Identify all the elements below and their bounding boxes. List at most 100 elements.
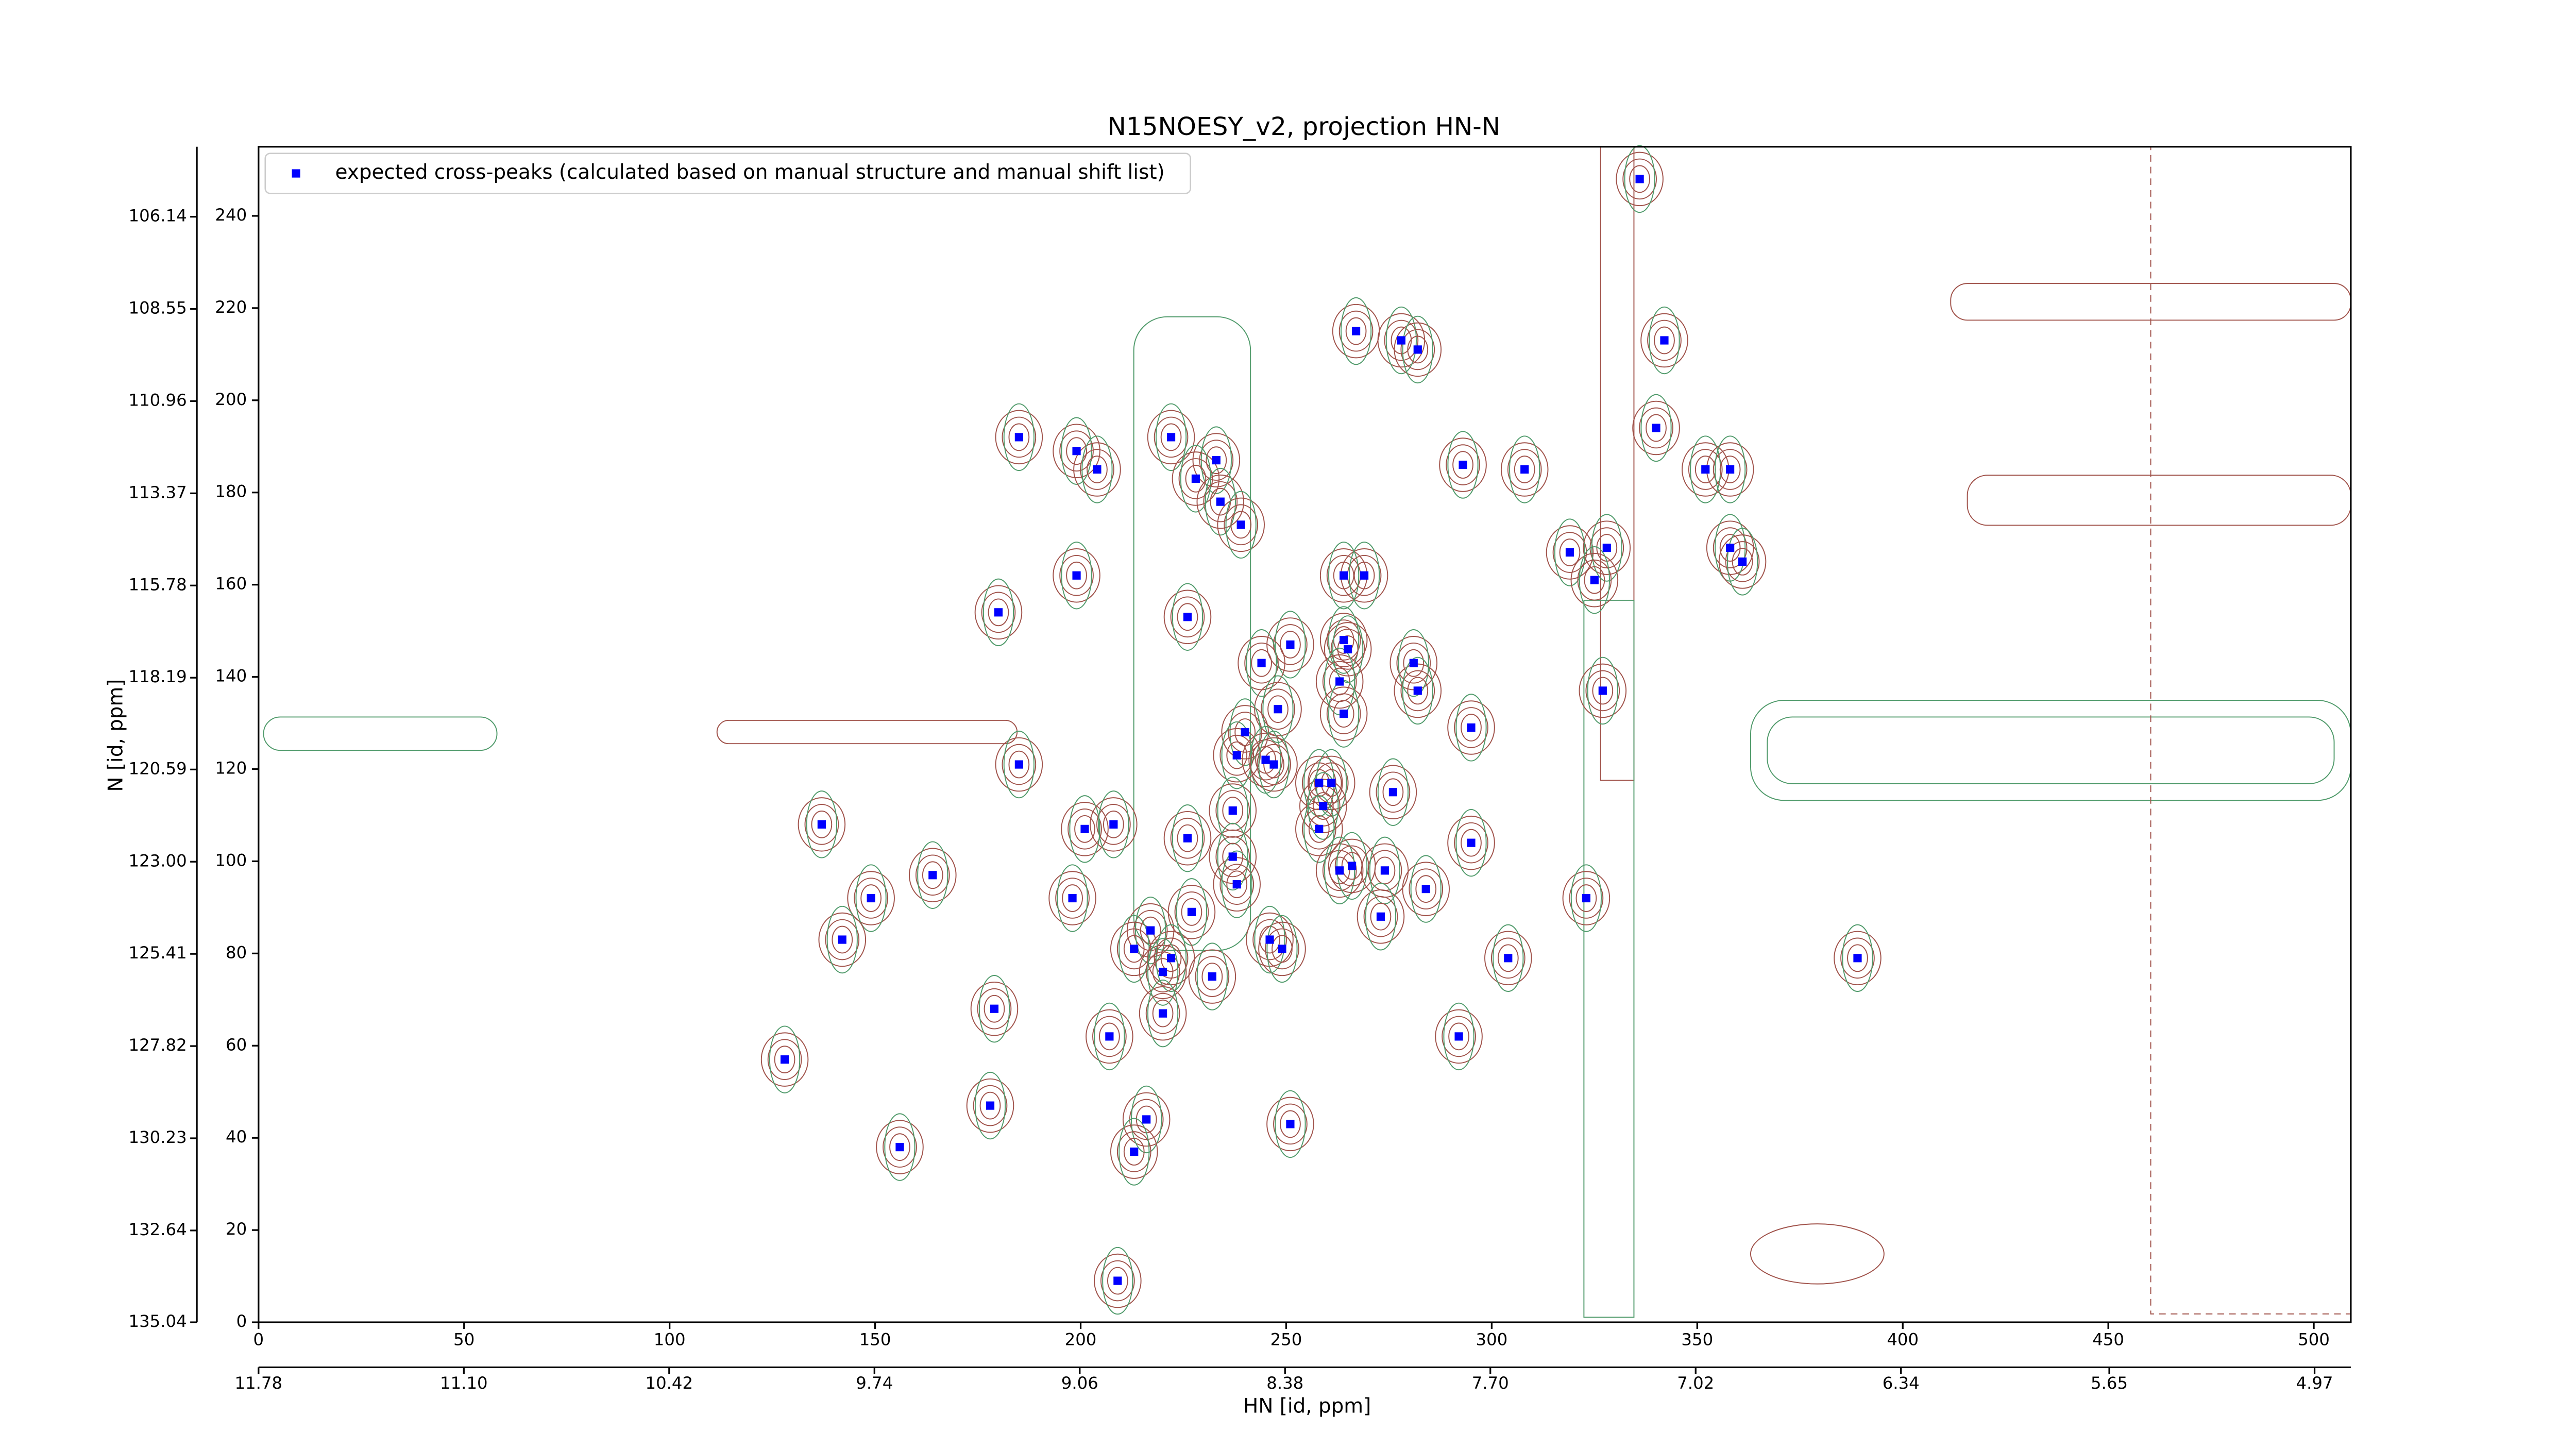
contour [263, 716, 498, 751]
contour [922, 861, 943, 889]
contour [1185, 465, 1207, 493]
y2-tick-label: 120.59 [129, 759, 187, 778]
x2-tick-label: 7.02 [1677, 1373, 1714, 1393]
contour [1177, 824, 1198, 852]
contour [1133, 316, 1251, 951]
y2-tick-label: 123.00 [129, 851, 187, 870]
contour [1062, 884, 1083, 912]
contour [884, 1113, 916, 1181]
cross-peak [817, 820, 826, 829]
contour [1640, 394, 1672, 462]
contour [1226, 870, 1248, 899]
contour [1640, 313, 1688, 368]
contour [760, 1032, 809, 1087]
contour [1213, 728, 1261, 783]
cross-peak [1072, 447, 1081, 456]
cross-peak [1228, 852, 1237, 861]
contour [1713, 449, 1748, 490]
cross-peak [1348, 862, 1357, 870]
contour [1439, 437, 1487, 492]
contour [1448, 1022, 1469, 1051]
legend-label: expected cross-peaks (calculated based o… [335, 161, 1165, 184]
x2-tick-label: 11.10 [440, 1373, 488, 1393]
contour [1493, 924, 1524, 992]
cross-peak [1319, 801, 1328, 811]
cross-peak [1738, 557, 1747, 566]
contour [1147, 938, 1179, 1006]
cross-peak [1146, 926, 1155, 935]
cross-peak [1159, 968, 1167, 976]
contour [995, 410, 1043, 465]
contour [854, 878, 888, 919]
contour [1181, 898, 1202, 926]
contour [1228, 712, 1263, 753]
cross-peak [1598, 686, 1607, 695]
contour [1275, 611, 1306, 679]
contour [1410, 855, 1442, 923]
contour [1579, 663, 1627, 718]
contour [1003, 403, 1035, 471]
contour [1842, 924, 1873, 992]
contour [1154, 416, 1189, 458]
contour [1583, 520, 1631, 575]
contour [1554, 518, 1586, 586]
contour [1357, 889, 1405, 944]
x2-tick-label: 5.65 [2091, 1373, 2128, 1393]
contour [1172, 451, 1220, 506]
y-tick-label: 60 [226, 1035, 247, 1054]
y-tick-label: 180 [215, 482, 247, 501]
contour [1096, 804, 1131, 845]
contour [1219, 864, 1255, 905]
contour [1275, 1090, 1306, 1158]
contour [1061, 542, 1092, 610]
contour [1336, 832, 1368, 900]
cross-peak [1228, 806, 1237, 815]
contour [1160, 423, 1182, 451]
y2-tick-label: 135.04 [129, 1311, 187, 1331]
contour [1647, 319, 1682, 361]
contour [1407, 335, 1429, 364]
contour [1221, 850, 1252, 918]
cross-peak [1413, 686, 1422, 695]
contour [1639, 407, 1673, 449]
contour [1353, 561, 1375, 589]
contour [988, 598, 1009, 627]
contour [1258, 921, 1306, 976]
contour [1221, 705, 1269, 760]
contour [1398, 629, 1429, 697]
contour [1199, 440, 1234, 481]
y2-tick-label: 115.78 [129, 575, 187, 594]
contour [1110, 1124, 1158, 1179]
contour [1139, 945, 1187, 999]
contour [1324, 836, 1355, 905]
contour [1110, 921, 1158, 976]
contour [818, 912, 867, 967]
contour [979, 1091, 1001, 1120]
contour [1314, 762, 1349, 804]
contour [1263, 750, 1284, 779]
cross-peak [1315, 824, 1324, 833]
contour [1447, 815, 1495, 870]
contour [1273, 1103, 1308, 1145]
contour [1322, 850, 1357, 891]
contour [1246, 629, 1277, 697]
contour [1324, 622, 1372, 677]
contour [1145, 951, 1180, 992]
contour [1585, 670, 1620, 712]
cross-peak [1232, 751, 1241, 760]
contour [1348, 542, 1380, 610]
contour [995, 737, 1043, 792]
plot-frame [258, 146, 2352, 1323]
cross-peak [1014, 433, 1023, 442]
contour [1315, 654, 1364, 709]
contour [1443, 1002, 1475, 1071]
contour [1688, 449, 1723, 490]
contour [1163, 811, 1212, 866]
contour [1319, 686, 1368, 741]
contour [1003, 730, 1035, 799]
cross-peak [1072, 571, 1081, 580]
y2-tick-label: 108.55 [129, 298, 187, 318]
contour [1455, 694, 1487, 762]
cross-peak [1014, 760, 1023, 769]
contour [1847, 944, 1868, 972]
